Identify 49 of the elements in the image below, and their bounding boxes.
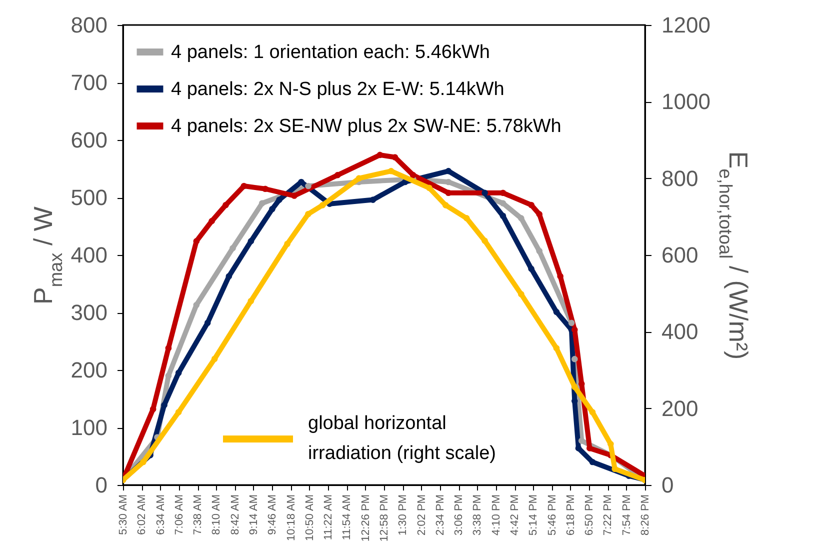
- y2-tick-label: 800: [662, 166, 698, 191]
- x-tick-label: 2:34 PM: [434, 494, 446, 536]
- y2-tick-label: 1000: [662, 89, 710, 114]
- x-tick-label: 11:22 AM: [322, 494, 335, 540]
- x-tick-label: 10:50 AM: [304, 494, 316, 541]
- x-tick-label: 9:46 AM: [266, 494, 279, 535]
- y2-tick-label: 400: [662, 319, 698, 344]
- x-tick-label: 7:38 AM: [192, 494, 204, 535]
- x-tick-label: 1:30 PM: [397, 494, 410, 536]
- y-tick-label: 700: [70, 70, 108, 95]
- y-tick-label: 600: [70, 128, 108, 152]
- x-tick-label: 6:18 PM: [564, 494, 577, 536]
- x-tick-label: 6:50 PM: [584, 494, 596, 536]
- x-tick-label: 5:30 AM: [118, 494, 130, 535]
- y-tick-label: 0: [95, 472, 108, 498]
- legend-label: 4 panels: 2x N-S plus 2x E-W: 5.14kWh: [171, 79, 504, 100]
- y-tick-label: 200: [70, 358, 108, 382]
- x-tick-label: 7:06 AM: [173, 494, 186, 535]
- x-tick-label: 6:34 AM: [154, 494, 167, 535]
- legend-label: 4 panels: 2x SE-NW plus 2x SW-NE: 5.78kWh: [171, 116, 562, 137]
- x-tick-label: 8:26 PM: [640, 494, 652, 536]
- y-tick-label: 800: [70, 12, 108, 38]
- y-tick-label: 500: [70, 185, 108, 210]
- x-tick-label: 3:06 PM: [453, 494, 466, 536]
- x-tick-label: 8:42 AM: [229, 494, 242, 535]
- legend-label: global horizontal irradiation (right scale): [308, 413, 496, 464]
- x-tick-label: 2:02 PM: [416, 494, 428, 536]
- x-tick-label: 10:18 AM: [285, 494, 298, 541]
- x-tick-label: 4:10 PM: [490, 494, 502, 536]
- x-tick-label: 12:58 PM: [378, 494, 390, 542]
- x-tick-label: 7:54 PM: [620, 494, 633, 536]
- y2-tick-label: 0: [662, 472, 674, 498]
- y-tick-label: 400: [70, 242, 108, 268]
- y2-tick-label: 600: [662, 242, 698, 268]
- x-tick-label: 4:42 PM: [509, 494, 521, 536]
- x-tick-label: 8:10 AM: [210, 494, 223, 535]
- legend-label: 4 panels: 1 orientation each: 5.46kWh: [171, 42, 490, 63]
- y2-tick-label: 200: [662, 396, 698, 421]
- x-tick-label: 5:46 PM: [546, 494, 558, 536]
- x-tick-label: 7:22 PM: [602, 494, 614, 536]
- x-tick-label: 9:14 AM: [248, 494, 260, 535]
- y2-tick-label: 1200: [662, 12, 710, 38]
- x-tick-label: 3:38 PM: [472, 494, 484, 536]
- x-tick-label: 5:14 PM: [528, 494, 540, 536]
- y-tick-label: 300: [70, 300, 108, 325]
- x-tick-label: 11:54 AM: [341, 494, 354, 540]
- y-tick-label: 100: [70, 415, 108, 440]
- x-tick-label: 6:02 AM: [136, 494, 148, 535]
- x-tick-label: 12:26 PM: [360, 494, 372, 542]
